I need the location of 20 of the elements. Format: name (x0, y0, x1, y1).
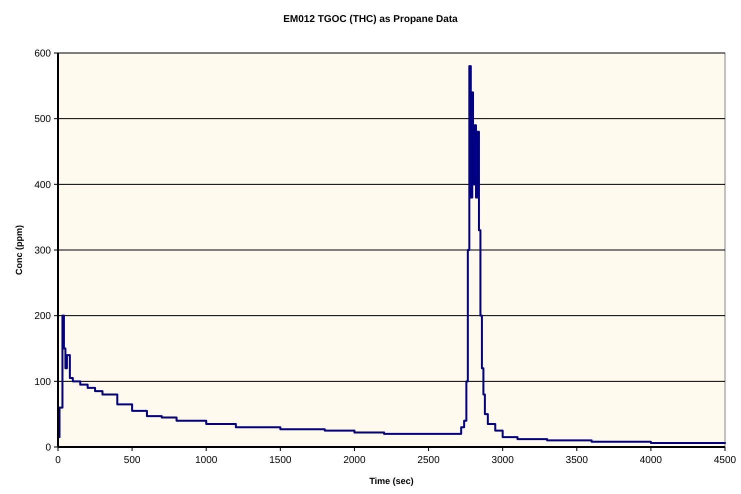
y-tick-label: 100 (34, 376, 52, 388)
x-tick-label: 0 (55, 455, 62, 466)
x-tick-label: 3000 (492, 455, 514, 466)
x-tick-label: 2500 (417, 455, 440, 466)
y-tick-label: 400 (34, 180, 52, 191)
y-axis-title: Conc (ppm) (14, 225, 24, 275)
chart-title: EM012 TGOC (THC) as Propane Data (283, 14, 458, 25)
x-tick-label: 1000 (195, 455, 218, 466)
y-tick-label: 600 (34, 48, 52, 60)
x-tick-label: 3500 (566, 455, 588, 466)
x-axis-title: Time (sec) (369, 476, 414, 486)
x-tick-label: 2000 (343, 455, 366, 466)
y-tick-label: 200 (34, 311, 52, 322)
y-tick-label: 300 (34, 246, 52, 256)
y-tick-label: 0 (45, 442, 52, 454)
x-tick-label: 500 (124, 455, 141, 466)
x-tick-label: 4500 (714, 455, 737, 466)
x-tick-label: 4000 (640, 455, 662, 466)
y-tick-label: 500 (34, 114, 52, 126)
x-tick-label: 1500 (269, 455, 292, 466)
